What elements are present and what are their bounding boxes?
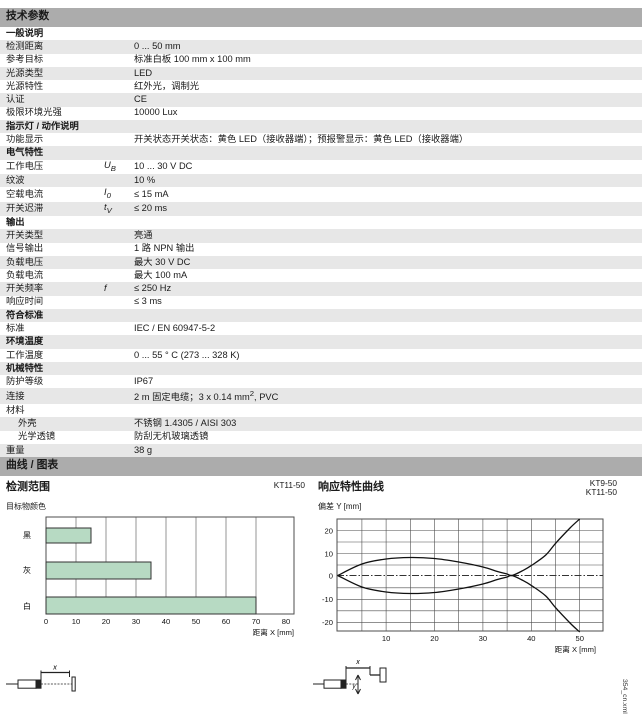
svg-text:50: 50 bbox=[192, 617, 200, 626]
svg-text:30: 30 bbox=[479, 634, 487, 643]
svg-text:x: x bbox=[355, 659, 360, 666]
svg-text:距离 X [mm]: 距离 X [mm] bbox=[253, 627, 294, 637]
svg-text:40: 40 bbox=[527, 634, 535, 643]
svg-text:距离 X [mm]: 距离 X [mm] bbox=[555, 644, 596, 654]
svg-text:20: 20 bbox=[430, 634, 438, 643]
svg-text:10: 10 bbox=[72, 617, 80, 626]
svg-text:0: 0 bbox=[329, 572, 333, 581]
svg-text:灰: 灰 bbox=[23, 565, 31, 575]
svg-text:0: 0 bbox=[44, 617, 48, 626]
svg-text:50: 50 bbox=[575, 634, 583, 643]
svg-text:白: 白 bbox=[23, 601, 31, 611]
svg-text:70: 70 bbox=[252, 617, 260, 626]
svg-text:30: 30 bbox=[132, 617, 140, 626]
svg-text:黑: 黑 bbox=[23, 531, 31, 540]
svg-text:20: 20 bbox=[325, 527, 333, 536]
svg-text:60: 60 bbox=[222, 617, 230, 626]
svg-text:80: 80 bbox=[282, 617, 290, 626]
svg-text:-20: -20 bbox=[322, 618, 333, 627]
svg-text:20: 20 bbox=[102, 617, 110, 626]
svg-text:10: 10 bbox=[325, 550, 333, 559]
svg-text:10: 10 bbox=[382, 634, 390, 643]
svg-text:x: x bbox=[52, 663, 57, 672]
svg-text:40: 40 bbox=[162, 617, 170, 626]
svg-text:-10: -10 bbox=[322, 595, 333, 604]
